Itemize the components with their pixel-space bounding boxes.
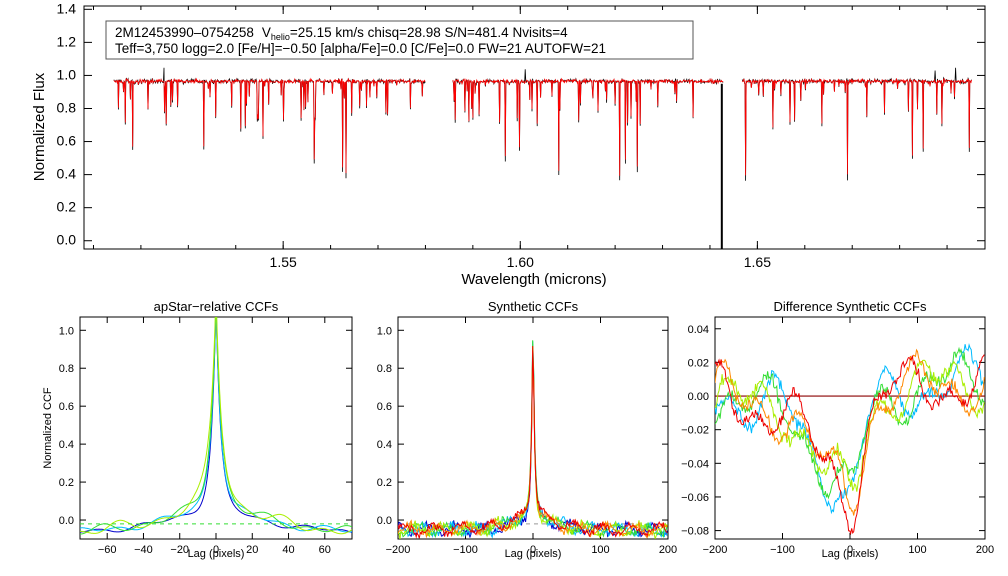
y-tick-label: 0.2 bbox=[377, 477, 392, 489]
y-tick-label: 0.0 bbox=[57, 232, 77, 248]
x-tick-label: 0 bbox=[530, 544, 536, 556]
y-tick-label: −0.06 bbox=[681, 492, 709, 504]
ccf-apstar-line-4 bbox=[80, 317, 352, 535]
x-tick-label: 1.55 bbox=[270, 254, 297, 270]
ccf-difference-line-3 bbox=[715, 359, 985, 492]
x-tick-label: 200 bbox=[659, 544, 677, 556]
y-tick-label: 1.0 bbox=[59, 325, 74, 337]
ccf-synthetic-xlabel: Lag (pixels) bbox=[505, 548, 562, 560]
x-tick-label: −60 bbox=[98, 544, 117, 556]
annotation-box bbox=[105, 20, 694, 60]
y-tick-label: −0.02 bbox=[681, 425, 709, 437]
annotation-line-1: 2M12453990–0754258 Vhelio=25.15 km/s chis… bbox=[115, 25, 568, 42]
x-tick-label: 100 bbox=[908, 544, 926, 556]
ccf-synthetic-title: Synthetic CCFs bbox=[488, 299, 579, 314]
y-tick-label: 0.04 bbox=[688, 324, 709, 336]
y-tick-label: −0.08 bbox=[681, 526, 709, 538]
x-tick-label: −20 bbox=[170, 544, 189, 556]
y-tick-label: 1.0 bbox=[57, 66, 77, 82]
y-tick-label: 0.02 bbox=[688, 357, 709, 369]
x-tick-label: −40 bbox=[134, 544, 153, 556]
y-tick-label: −0.04 bbox=[681, 458, 709, 470]
y-tick-label: 0.6 bbox=[57, 133, 77, 149]
y-tick-label: 0.00 bbox=[688, 391, 709, 403]
spectrum-ylabel: Normalized Flux bbox=[31, 72, 48, 181]
annotation-vhelio: V bbox=[262, 25, 271, 40]
ccf-difference-panel: Difference Synthetic CCFs −200 −100 0 100 20… bbox=[681, 299, 994, 560]
x-tick-label: −200 bbox=[703, 544, 728, 556]
ccf-apstar-title: apStar−relative CCFs bbox=[154, 299, 279, 314]
ccf-difference-xlabel: Lag (pixels) bbox=[822, 548, 879, 560]
y-tick-label: 0.8 bbox=[57, 99, 77, 115]
y-tick-label: 0.2 bbox=[59, 477, 74, 489]
y-tick-label: 0.4 bbox=[57, 166, 77, 182]
x-tick-label: 40 bbox=[282, 544, 294, 556]
y-tick-label: 0.0 bbox=[377, 515, 392, 527]
y-tick-label: 0.0 bbox=[59, 515, 74, 527]
x-tick-label: 60 bbox=[319, 544, 331, 556]
y-tick-label: 1.2 bbox=[57, 33, 77, 49]
x-tick-label: 1.60 bbox=[507, 254, 534, 270]
y-tick-label: 0.6 bbox=[377, 401, 392, 413]
model-spectrum-chip-1 bbox=[113, 77, 426, 174]
y-tick-label: 1.0 bbox=[377, 325, 392, 337]
ccf-apstar-ylabel: Normalized CCF bbox=[42, 387, 54, 469]
annotation-line-2: Teff=3,750 logg=2.0 [Fe/H]=−0.50 [alpha/… bbox=[115, 41, 606, 56]
y-tick-label: 1.4 bbox=[57, 0, 77, 16]
ccf-apstar-xlabel: Lag (pixels) bbox=[188, 548, 245, 560]
spectrum-panel: 1.55 1.60 1.65 0.0 0.2 0.4 0.6 0.8 1.0 1.2 1.4 Wav… bbox=[31, 0, 986, 288]
annotation-stats: =25.15 km/s chisq=28.98 S/N=481.4 Nvisit… bbox=[290, 25, 568, 40]
x-tick-label: 0 bbox=[847, 544, 853, 556]
annotation-vhelio-sub: helio bbox=[271, 32, 290, 42]
y-tick-label: 0.6 bbox=[59, 401, 74, 413]
y-tick-label: 0.2 bbox=[57, 199, 77, 215]
annotation-star: 2M12453990–0754258 bbox=[115, 25, 254, 40]
x-tick-label: 20 bbox=[246, 544, 258, 556]
x-tick-label: −100 bbox=[770, 544, 795, 556]
ccf-difference-line-4 bbox=[715, 348, 985, 516]
x-tick-label: −200 bbox=[386, 544, 411, 556]
model-spectrum-chip-3 bbox=[741, 77, 972, 176]
y-tick-label: 0.8 bbox=[59, 363, 74, 375]
ccf-synthetic-panel: Synthetic CCFs −200 −100 0 100 200 0.0 0.2 0.4 0… bbox=[377, 299, 677, 560]
model-spectrum-chip-2 bbox=[452, 77, 724, 176]
y-tick-label: 0.4 bbox=[377, 439, 392, 451]
ccf-apstar-panel: apStar−relative CCFs −60 −40 −20 0 20 40 60 0.0… bbox=[42, 299, 353, 560]
y-tick-label: 0.8 bbox=[377, 363, 392, 375]
spectrum-xlabel: Wavelength (microns) bbox=[461, 271, 606, 288]
spectrum-axes-frame bbox=[83, 5, 986, 250]
ccf-difference-line-2 bbox=[715, 346, 985, 500]
ccf-synthetic-line-6 bbox=[398, 345, 668, 539]
x-tick-label: 0 bbox=[213, 544, 219, 556]
ccf-difference-line-5 bbox=[715, 354, 985, 536]
x-tick-label: 100 bbox=[591, 544, 609, 556]
ccf-difference-title: Difference Synthetic CCFs bbox=[774, 299, 927, 314]
x-tick-label: 1.65 bbox=[744, 254, 771, 270]
ccf-apstar-line-3 bbox=[80, 317, 352, 535]
x-tick-label: −100 bbox=[453, 544, 478, 556]
x-tick-label: 200 bbox=[976, 544, 994, 556]
y-tick-label: 0.4 bbox=[59, 439, 74, 451]
